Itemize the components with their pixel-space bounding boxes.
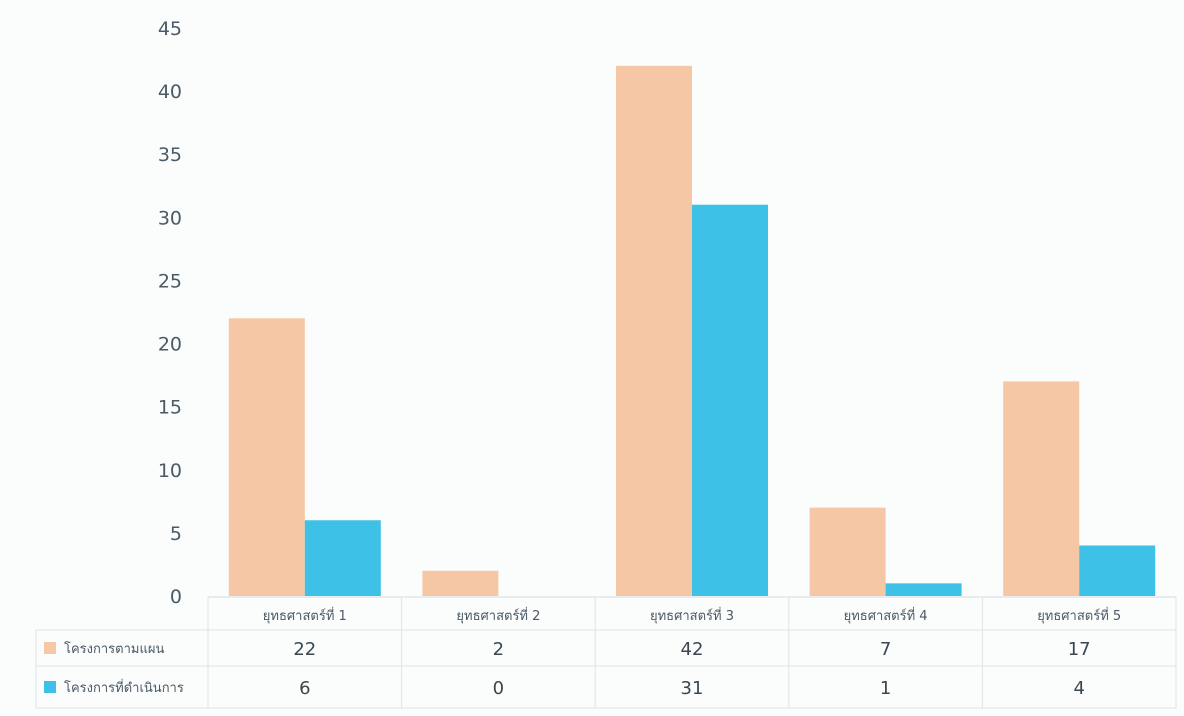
bar-implemented xyxy=(1079,545,1156,596)
bar-planned xyxy=(1003,381,1080,596)
table-value: 6 xyxy=(299,678,310,699)
y-tick-label: 25 xyxy=(158,270,182,292)
legend-swatch xyxy=(44,642,56,654)
category-label: ยุทธศาสตร์ที่ 3 xyxy=(650,607,734,624)
y-tick-label: 5 xyxy=(170,523,182,545)
bar-planned xyxy=(616,65,692,596)
bar-planned xyxy=(809,507,886,596)
table-value: 22 xyxy=(293,639,316,660)
table-value: 1 xyxy=(880,678,891,699)
category-label: ยุทธศาสตร์ที่ 1 xyxy=(263,607,347,624)
y-tick-label: 45 xyxy=(158,18,182,40)
y-tick-label: 10 xyxy=(158,460,182,482)
y-tick-label: 20 xyxy=(158,334,182,356)
category-label: ยุทธศาสตร์ที่ 5 xyxy=(1037,607,1121,624)
table-value: 31 xyxy=(681,678,704,699)
category-label: ยุทธศาสตร์ที่ 4 xyxy=(844,607,928,624)
category-label: ยุทธศาสตร์ที่ 2 xyxy=(456,607,540,624)
y-tick-label: 30 xyxy=(158,207,182,229)
y-tick-label: 0 xyxy=(170,586,182,608)
y-tick-label: 40 xyxy=(158,81,182,103)
table-value: 4 xyxy=(1073,678,1084,699)
table-value: 2 xyxy=(493,639,504,660)
bar-implemented xyxy=(885,583,962,596)
y-tick-label: 15 xyxy=(158,397,182,419)
legend-label: โครงการที่ดำเนินการ xyxy=(64,679,184,696)
table-value: 0 xyxy=(493,678,504,699)
bar-implemented xyxy=(304,520,381,596)
legend-label: โครงการตามแผน xyxy=(64,641,164,657)
table-value: 17 xyxy=(1068,639,1091,660)
legend-swatch xyxy=(44,681,56,693)
y-tick-label: 35 xyxy=(158,144,182,166)
bar-implemented xyxy=(692,204,768,596)
table-value: 42 xyxy=(681,639,704,660)
bar-planned xyxy=(228,318,305,596)
table-value: 7 xyxy=(880,639,891,660)
bar-planned xyxy=(422,570,499,596)
